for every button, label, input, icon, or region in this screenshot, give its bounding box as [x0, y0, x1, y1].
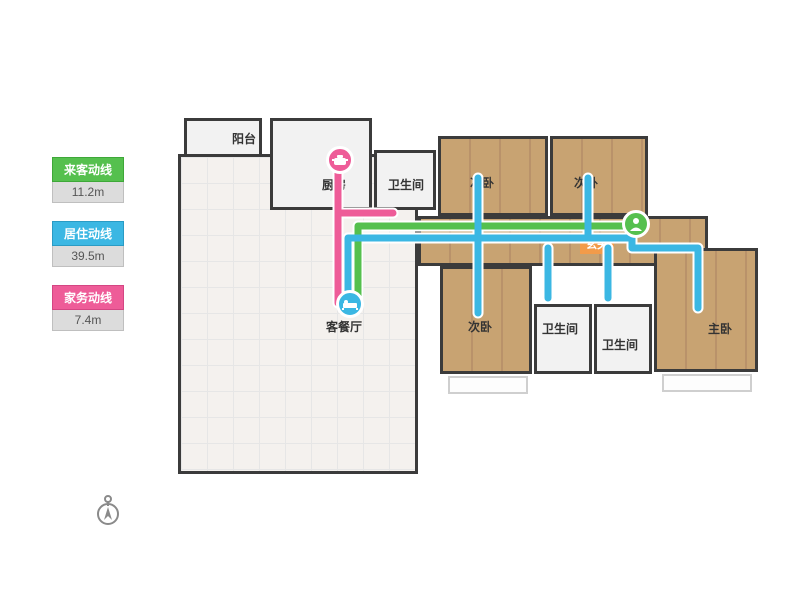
room-balcony	[184, 118, 262, 158]
room-bed2c	[440, 266, 532, 374]
legend-value-chore: 7.4m	[52, 310, 124, 331]
entry-tag: 玄关	[580, 234, 614, 254]
room-bath2	[534, 304, 592, 374]
legend-item-living: 居住动线 39.5m	[52, 221, 124, 267]
window-sill-1	[662, 374, 752, 392]
room-bath3	[594, 304, 652, 374]
legend-title-living: 居住动线	[52, 221, 124, 246]
legend-title-chore: 家务动线	[52, 285, 124, 310]
legend-value-guest: 11.2m	[52, 182, 124, 203]
legend-item-chore: 家务动线 7.4m	[52, 285, 124, 331]
legend-item-guest: 来客动线 11.2m	[52, 157, 124, 203]
window-sill-0	[448, 376, 528, 394]
room-master	[654, 248, 758, 372]
room-kitchen	[270, 118, 372, 210]
legend-value-living: 39.5m	[52, 246, 124, 267]
room-bath1	[374, 150, 436, 210]
room-bed2a	[438, 136, 548, 216]
floor-plan: 阳台客餐厅厨房卫生间次卧次卧次卧卫生间卫生间主卧 玄关	[178, 118, 762, 496]
legend-title-guest: 来客动线	[52, 157, 124, 182]
compass-icon	[90, 492, 126, 528]
legend: 来客动线 11.2m 居住动线 39.5m 家务动线 7.4m	[52, 157, 124, 349]
room-bed2b	[550, 136, 648, 216]
